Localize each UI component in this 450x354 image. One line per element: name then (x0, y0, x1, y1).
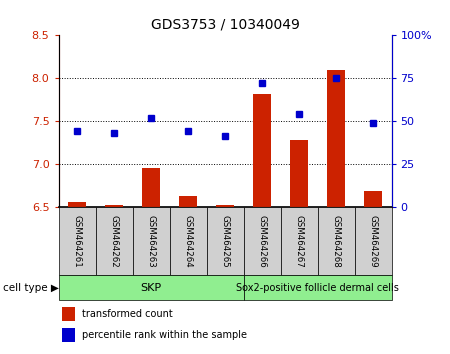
Bar (58, 275, 243, 300)
Bar (243, 207, 280, 275)
Bar (132, 207, 170, 275)
Bar (179, 196, 197, 207)
Bar (280, 207, 318, 275)
Bar (105, 205, 123, 207)
Text: GSM464267: GSM464267 (294, 215, 303, 267)
Bar (207, 207, 243, 275)
Text: percentile rank within the sample: percentile rank within the sample (82, 330, 247, 340)
Text: cell type ▶: cell type ▶ (3, 283, 58, 293)
Bar (355, 207, 392, 275)
Bar (95, 207, 132, 275)
Text: transformed count: transformed count (82, 309, 172, 319)
Text: GSM464264: GSM464264 (184, 215, 193, 267)
Bar (327, 70, 345, 207)
Bar (216, 205, 234, 207)
Bar (68, 202, 86, 207)
Text: GSM464269: GSM464269 (369, 215, 378, 267)
Text: GSM464268: GSM464268 (332, 215, 341, 267)
Bar (58, 207, 95, 275)
Title: GDS3753 / 10340049: GDS3753 / 10340049 (151, 17, 299, 32)
Bar (253, 94, 271, 207)
Bar (170, 207, 207, 275)
Bar (62, 307, 75, 321)
Text: SKP: SKP (140, 283, 162, 293)
Bar (142, 168, 160, 207)
Bar (243, 275, 392, 300)
Text: Sox2-positive follicle dermal cells: Sox2-positive follicle dermal cells (236, 283, 399, 293)
Bar (62, 328, 75, 342)
Bar (318, 207, 355, 275)
Text: GSM464261: GSM464261 (72, 215, 81, 267)
Text: GSM464265: GSM464265 (220, 215, 230, 267)
Text: GSM464263: GSM464263 (147, 215, 156, 267)
Bar (290, 140, 308, 207)
Text: GSM464262: GSM464262 (109, 215, 118, 267)
Text: GSM464266: GSM464266 (257, 215, 266, 267)
Bar (364, 191, 382, 207)
